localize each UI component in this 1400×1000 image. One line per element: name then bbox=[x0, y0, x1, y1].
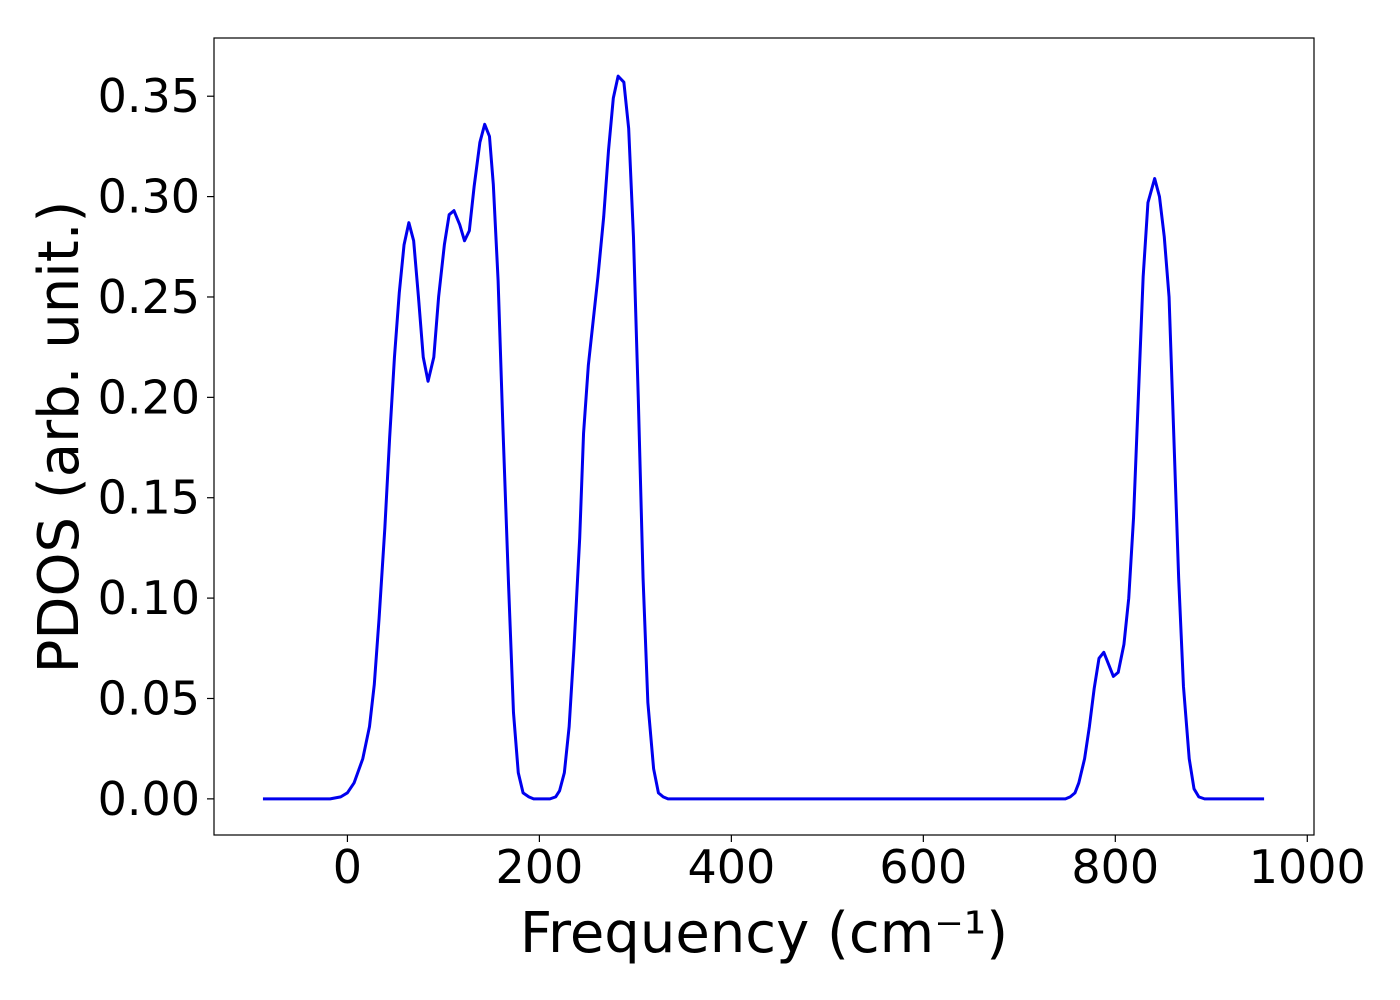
x-tick-label: 800 bbox=[1071, 840, 1159, 894]
y-tick-label: 0.05 bbox=[98, 671, 200, 725]
y-tick-label: 0.25 bbox=[98, 270, 200, 324]
x-tick-label: 0 bbox=[333, 840, 362, 894]
y-tick-label: 0.35 bbox=[98, 69, 200, 123]
y-axis-label: PDOS (arb. unit.) bbox=[27, 201, 92, 674]
y-tick-label: 0.30 bbox=[98, 170, 200, 224]
x-tick-label: 1000 bbox=[1249, 840, 1366, 894]
x-tick-label: 400 bbox=[687, 840, 775, 894]
y-tick-label: 0.10 bbox=[98, 571, 200, 625]
x-axis-label: Frequency (cm⁻¹) bbox=[520, 901, 1008, 966]
line-series bbox=[262, 74, 1265, 801]
y-tick-label: 0.20 bbox=[98, 370, 200, 424]
x-tick-label: 200 bbox=[495, 840, 583, 894]
y-tick-label: 0.15 bbox=[98, 471, 200, 525]
y-tick-label: 0.00 bbox=[98, 772, 200, 826]
x-tick-label: 600 bbox=[879, 840, 967, 894]
plot-frame bbox=[213, 37, 1315, 836]
